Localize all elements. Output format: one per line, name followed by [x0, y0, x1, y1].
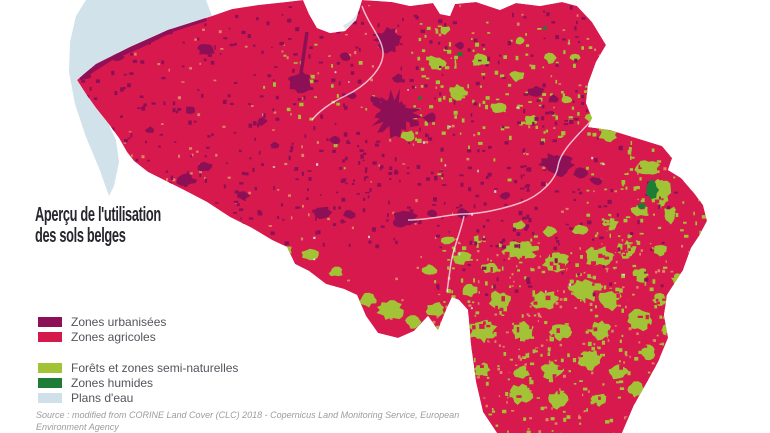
legend-item: Zones agricoles: [38, 329, 238, 344]
legend-swatch: [38, 362, 62, 373]
legend-swatch: [38, 331, 62, 342]
page-title: Aperçu de l'utilisation des sols belges: [35, 205, 161, 247]
legend-label: Plans d'eau: [71, 390, 134, 405]
page-title-line-1: Aperçu de l'utilisation: [35, 204, 161, 226]
legend-label: Zones urbanisées: [71, 314, 167, 329]
legend-group: Zones urbanisées Zones agricoles: [38, 314, 238, 344]
legend: Zones urbanisées Zones agricoles Forêts et…: [38, 314, 238, 421]
legend-item: Zones urbanisées: [38, 314, 238, 329]
source-line-2: Environment Agency: [36, 421, 119, 432]
source-note: Source : modified from CORINE Land Cover…: [36, 410, 596, 433]
legend-group: Forêts et zones semi-naturelles Zones hum…: [38, 360, 238, 405]
legend-swatch: [38, 316, 62, 327]
page-title-line-2: des sols belges: [35, 225, 126, 247]
legend-label: Forêts et zones semi-naturelles: [71, 360, 239, 375]
legend-item: Plans d'eau: [38, 390, 238, 405]
source-line-1: Source : modified from CORINE Land Cover…: [36, 410, 460, 420]
legend-label: Zones humides: [71, 375, 154, 390]
legend-item: Forêts et zones semi-naturelles: [38, 360, 238, 375]
legend-item: Zones humides: [38, 375, 238, 390]
legend-label: Zones agricoles: [71, 329, 156, 344]
legend-swatch: [38, 392, 62, 403]
legend-swatch: [38, 377, 62, 388]
